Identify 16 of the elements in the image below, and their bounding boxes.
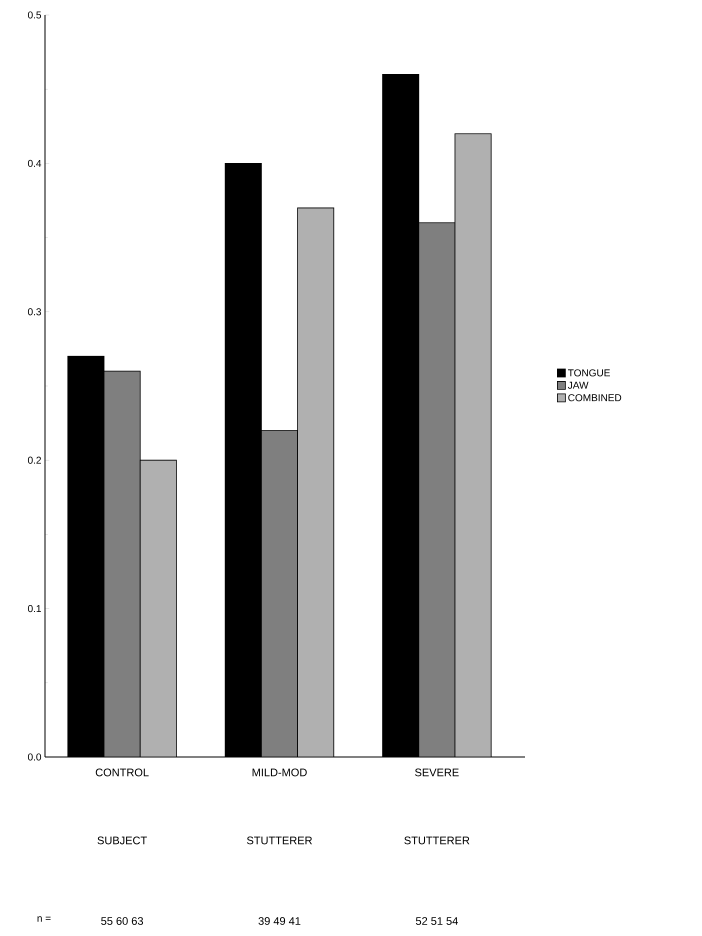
legend-label: COMBINED [568,394,622,402]
category-label: SEVERE STUTTERER [404,768,470,844]
text: 52 51 54 [416,917,458,925]
y-tick-label: 0.0 [28,753,42,761]
y-tick-label: 0.4 [28,160,42,167]
y-tick-label: 0.3 [28,308,42,316]
y-tick-label: 0.1 [28,605,41,612]
legend-label: TONGUE [568,369,610,376]
category-label: MILD-MOD STUTTERER [246,768,312,844]
text: 55 60 63 [101,917,144,925]
text: 39 49 41 [258,917,300,925]
y-tick-label: 0.2 [28,456,41,464]
category-label: CONTROL SUBJECT [96,768,149,844]
text: n = [38,916,51,922]
legend-label: JAW [568,382,588,389]
y-tick-label: 0.5 [28,11,42,19]
